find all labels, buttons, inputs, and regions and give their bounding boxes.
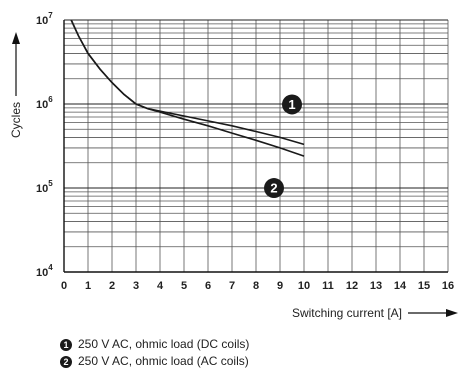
series-2-marker: 2 [264, 178, 284, 199]
series-2-line [70, 19, 305, 157]
legend-label: 250 V AC, ohmic load (AC coils) [78, 354, 249, 368]
x-tick-label: 15 [418, 280, 430, 292]
marker-label: 1 [288, 97, 295, 112]
x-tick-label: 12 [346, 280, 358, 292]
x-tick-label: 10 [298, 280, 310, 292]
chart-grid [63, 19, 449, 273]
chart-series: 12 [70, 19, 305, 199]
legend-label: 250 V AC, ohmic load (DC coils) [78, 337, 250, 351]
y-axis-arrowhead [12, 32, 20, 44]
y-tick-label: 105 [36, 179, 53, 195]
x-tick-label: 0 [61, 280, 67, 292]
x-tick-label: 8 [253, 280, 259, 292]
x-tick-label: 16 [442, 280, 454, 292]
x-tick-label: 3 [133, 280, 139, 292]
marker-circle [264, 178, 284, 199]
y-tick-label: 106 [36, 95, 53, 111]
series-1-marker: 1 [282, 94, 302, 115]
y-axis-label: Cycles [9, 102, 23, 138]
x-tick-label: 4 [157, 280, 164, 292]
x-tick-label: 6 [205, 280, 211, 292]
x-tick-label: 13 [370, 280, 382, 292]
x-tick-label: 2 [109, 280, 115, 292]
chart-labels: Cycles Switching current [A] [9, 32, 458, 320]
legend-item: 1 250 V AC, ohmic load (DC coils) [60, 336, 249, 353]
y-tick-label: 104 [36, 263, 53, 279]
legend-item: 2 250 V AC, ohmic load (AC coils) [60, 353, 249, 370]
chart-axes [63, 20, 448, 273]
x-tick-label: 14 [394, 280, 407, 292]
x-tick-label: 11 [322, 280, 334, 292]
x-axis-label: Switching current [A] [292, 306, 402, 320]
x-tick-label: 9 [277, 280, 283, 292]
x-tick-label: 5 [181, 280, 187, 292]
x-axis-arrowhead [446, 309, 458, 317]
marker-circle [282, 94, 302, 115]
series-2-marker: 2 [60, 355, 72, 368]
series-1-marker: 1 [60, 338, 72, 351]
y-tick-label: 107 [36, 11, 53, 27]
x-tick-label: 1 [85, 280, 91, 292]
x-tick-label: 7 [229, 280, 235, 292]
chart-legend: 1 250 V AC, ohmic load (DC coils) 2 250 … [60, 336, 249, 370]
marker-label: 2 [270, 181, 277, 196]
